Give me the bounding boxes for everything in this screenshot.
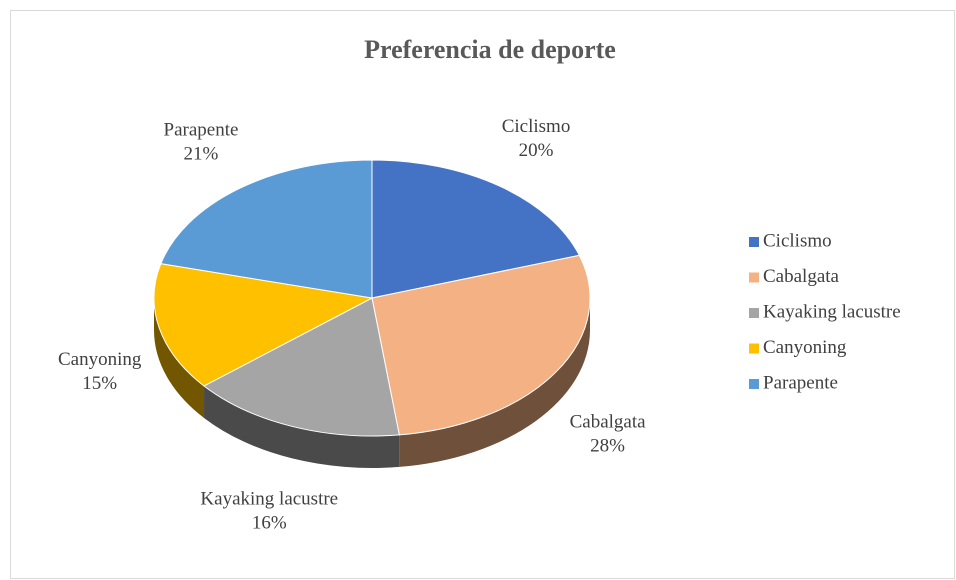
data-label-name: Parapente bbox=[164, 120, 239, 141]
legend-label: Parapente bbox=[763, 372, 838, 393]
data-label-value: 21% bbox=[184, 144, 219, 165]
legend-label: Ciclismo bbox=[763, 230, 832, 251]
slice bbox=[160, 159, 373, 299]
legend-swatch bbox=[749, 272, 759, 283]
slice-side bbox=[204, 385, 400, 468]
legend-label: Cabalgata bbox=[763, 266, 840, 287]
data-label-value: 28% bbox=[590, 435, 625, 456]
legend-label: Canyoning bbox=[763, 337, 847, 358]
slice bbox=[371, 159, 581, 299]
legend-swatch bbox=[749, 237, 759, 247]
slice bbox=[153, 263, 374, 387]
data-label-value: 20% bbox=[519, 140, 554, 161]
data-label-name: Kayaking lacustre bbox=[200, 489, 338, 510]
data-label-value: 16% bbox=[252, 513, 287, 534]
slice-side bbox=[399, 298, 590, 467]
slice bbox=[371, 254, 591, 436]
slice-side bbox=[154, 298, 205, 418]
legend-label: Kayaking lacustre bbox=[763, 301, 901, 322]
data-label-name: Cabalgata bbox=[570, 411, 647, 432]
chart-title: Preferencia de deporte bbox=[364, 35, 616, 64]
legend-swatch bbox=[749, 308, 759, 318]
data-label-name: Ciclismo bbox=[502, 116, 571, 137]
legend-swatch bbox=[749, 379, 759, 389]
data-label-value: 15% bbox=[82, 373, 117, 394]
data-label-name: Canyoning bbox=[58, 349, 142, 370]
legend-swatch bbox=[749, 343, 759, 354]
slice bbox=[203, 297, 400, 437]
